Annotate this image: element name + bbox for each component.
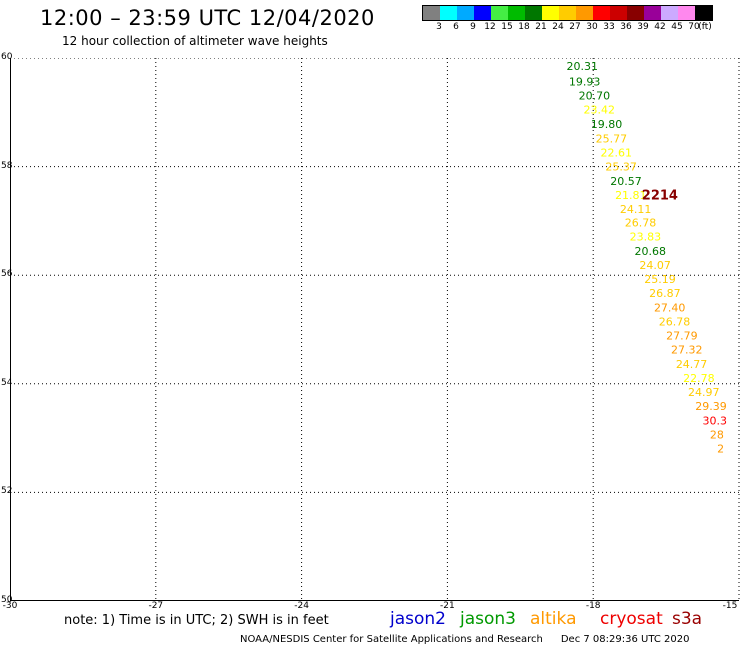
color-swatch (525, 6, 542, 20)
color-swatch (610, 6, 627, 20)
longitude-tick-label: -21 (440, 601, 455, 611)
wave-height-label: 26.78 (659, 315, 691, 328)
wave-height-label: 19.80 (591, 118, 623, 131)
color-swatch (678, 6, 695, 20)
color-swatch (576, 6, 593, 20)
color-swatch (457, 6, 474, 20)
timestamp: Dec 7 08:29:36 UTC 2020 (560, 634, 690, 645)
color-scale-label: 21 (535, 22, 547, 32)
color-scale-label: 36 (620, 22, 632, 32)
longitude-tick-label: -27 (148, 601, 164, 611)
color-scale-units: (ft) (698, 22, 712, 32)
color-scale-label: 33 (603, 22, 615, 32)
latitude-tick-label: 56 (1, 269, 13, 280)
color-scale-labels: 3 6 9 12 15 18 21 24 27 30 33 36 39 42 45 70 (ft) (422, 22, 740, 34)
wave-height-label: 26.87 (649, 287, 681, 300)
color-scale-label: 27 (569, 22, 581, 32)
color-swatch (474, 6, 491, 20)
wave-height-label: 22.78 (683, 372, 715, 385)
color-swatch (508, 6, 525, 20)
satellite-legend-s3a: s3a (672, 609, 703, 629)
latitude-tick-label: 60 (1, 52, 13, 62)
wave-height-label: 25.19 (644, 273, 676, 286)
color-scale-bar (422, 5, 713, 21)
color-swatch (695, 6, 712, 20)
color-swatch (593, 6, 610, 20)
wave-height-label: 19.93 (569, 75, 601, 88)
wave-height-label: 24.77 (676, 358, 708, 371)
wave-height-label: 25.37 (605, 161, 637, 174)
color-scale-label: 24 (552, 22, 564, 32)
color-scale-label: 45 (671, 22, 683, 32)
satellite-legend-jason2: jason2 (390, 609, 446, 629)
color-scale-label: 9 (470, 22, 476, 32)
longitude-tick-label: -15 (722, 601, 738, 611)
color-swatch (542, 6, 559, 20)
wave-height-label: 24.97 (688, 386, 720, 399)
wave-height-label: 20.57 (610, 175, 642, 188)
wave-height-label: 21.81 (615, 189, 647, 202)
color-swatch (627, 6, 644, 20)
color-swatch (644, 6, 661, 20)
wave-height-label: 2 (717, 443, 724, 456)
color-scale-label: 6 (453, 22, 459, 32)
credit-text: NOAA/NESDIS Center for Satellite Applica… (240, 634, 543, 645)
wave-height-label: 20.68 (635, 245, 667, 258)
color-swatch (440, 6, 457, 20)
color-swatch (661, 6, 678, 20)
wave-height-label: 27.40 (654, 301, 686, 314)
color-swatch (423, 6, 440, 20)
color-scale-label: 15 (501, 22, 513, 32)
latitude-tick-label: 52 (1, 486, 13, 497)
wave-height-label: 26.78 (625, 217, 657, 230)
wave-height-label: 30.3 (703, 414, 728, 427)
time-annotation: 2214 (642, 188, 678, 203)
wave-height-label: 29.39 (695, 400, 727, 413)
color-scale-label: 70 (688, 22, 700, 32)
color-scale-label: 42 (654, 22, 666, 32)
wave-height-label: 28 (710, 428, 724, 441)
wave-height-label: 23.83 (630, 231, 662, 244)
longitude-tick-label: -18 (585, 601, 601, 611)
longitude-tick-label: -30 (2, 601, 18, 611)
color-swatch (559, 6, 576, 20)
color-scale-label: 39 (637, 22, 649, 32)
color-scale-label: 3 (436, 22, 442, 32)
color-scale-label: 18 (518, 22, 530, 32)
color-swatch (491, 6, 508, 20)
wave-height-label: 23.42 (583, 104, 615, 117)
color-scale-label: 30 (586, 22, 598, 32)
footer-note: note: 1) Time is in UTC; 2) SWH is in fe… (64, 613, 329, 628)
map-title: 12:00 – 23:59 UTC 12/04/2020 (40, 6, 375, 30)
wave-height-label: 20.31 (566, 60, 598, 73)
wave-height-label: 20.70 (579, 90, 611, 103)
wave-height-label: 24.07 (639, 259, 671, 272)
latitude-tick-label: 58 (1, 160, 13, 171)
credit-line: NOAA/NESDIS Center for Satellite Applica… (240, 634, 689, 645)
wave-height-label: 24.11 (620, 203, 652, 216)
wave-height-label: 22.61 (600, 147, 632, 160)
map-subtitle: 12 hour collection of altimeter wave hei… (62, 34, 328, 48)
color-scale-label: 12 (484, 22, 496, 32)
map-plot-area: 20.31 19.93 20.70 23.42 19.80 25.77 22.61 25.37… (10, 58, 740, 602)
satellite-legend-jason3: jason3 (460, 609, 516, 629)
wave-height-label: 27.79 (666, 330, 698, 343)
satellite-legend-altika: altika (530, 609, 577, 629)
wave-height-label: 25.77 (596, 132, 628, 145)
longitude-tick-label: -24 (294, 601, 309, 611)
wave-height-label: 27.32 (671, 344, 703, 357)
satellite-legend-cryosat: cryosat (600, 609, 663, 629)
latitude-tick-label: 54 (1, 377, 13, 388)
latitude-tick-label: 50 (1, 595, 13, 605)
